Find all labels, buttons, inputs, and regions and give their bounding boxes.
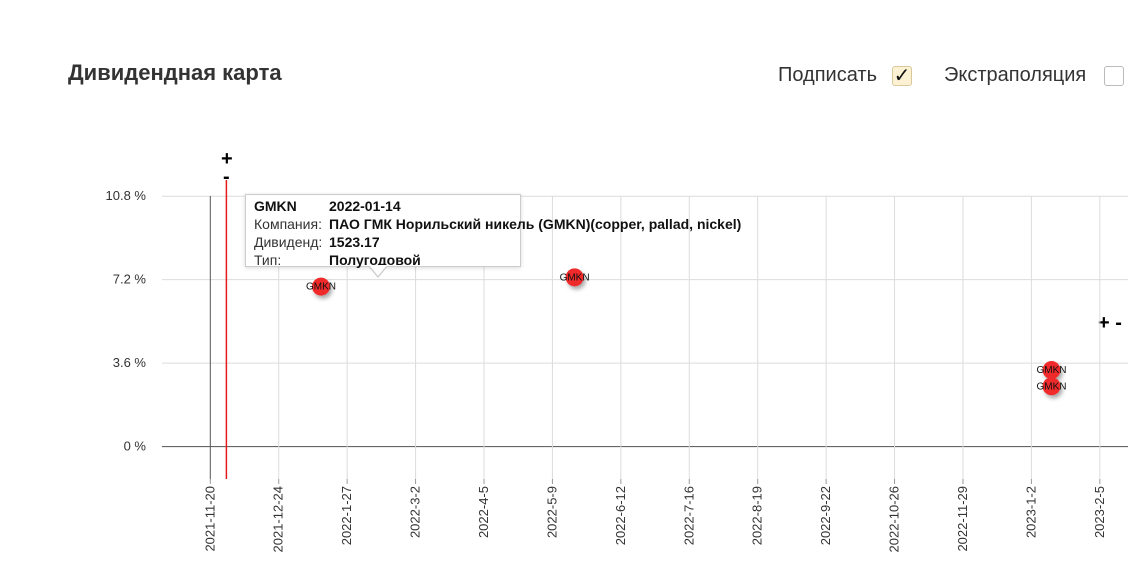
- x-tick-label: 2022-1-27: [339, 486, 354, 545]
- tooltip-ticker: GMKN: [254, 198, 297, 214]
- page-title: Дивидендная карта: [68, 60, 282, 85]
- x-tick-label: 2022-4-5: [476, 486, 491, 538]
- chart-marks: [225, 180, 1061, 479]
- x-tick-label: 2022-7-16: [681, 486, 696, 545]
- x-tick-label: 2022-10-26: [887, 486, 902, 553]
- sign-checkbox[interactable]: ✓: [892, 66, 912, 86]
- dividend-point: [1042, 377, 1061, 396]
- x-tick-label: 2022-3-2: [408, 486, 423, 538]
- checkmark-icon: ✓: [893, 65, 911, 87]
- dividend-point: [565, 268, 584, 287]
- tooltip-dividend-label: Дивиденд:: [254, 234, 323, 250]
- y-tick-label: 3.6 %: [113, 355, 147, 370]
- tooltip-dividend: 1523.17: [329, 234, 380, 250]
- sign-label: Подписать: [778, 64, 877, 86]
- x-tick-label: 2022-11-29: [955, 486, 970, 552]
- tooltip-date: 2022-01-14: [329, 198, 401, 214]
- y-tick-label: 10.8 %: [106, 188, 147, 203]
- dividend-point: [311, 277, 330, 296]
- extrapolation-checkbox[interactable]: [1104, 66, 1124, 86]
- x-tick-label: 2022-5-9: [544, 486, 559, 538]
- x-tick-label: 2022-9-22: [818, 486, 833, 545]
- x-tick-label: 2023-2-5: [1092, 486, 1107, 538]
- tooltip-tail: [368, 265, 388, 278]
- x-tick-label: 2021-11-20: [202, 486, 217, 552]
- tooltip-type-row: Тип: Полугодовой: [254, 251, 512, 269]
- extrapolation-label: Экстраполяция: [944, 64, 1087, 86]
- tooltip-company-label: Компания:: [254, 216, 322, 232]
- tooltip-dividend-row: Дивиденд: 1523.17: [254, 233, 512, 251]
- zoom-out-button[interactable]: -: [223, 166, 230, 188]
- zoom-in-button[interactable]: +: [221, 148, 233, 170]
- dividend-point: [1042, 361, 1061, 380]
- tooltip-company: ПАО ГМК Норильский никель (GMKN)(copper,…: [329, 216, 742, 232]
- tooltip-type-label: Тип:: [254, 252, 282, 268]
- x-tick-label: 2022-8-19: [750, 486, 765, 545]
- tooltip-company-row: Компания: ПАО ГМК Норильский никель (GMKN…: [254, 215, 741, 233]
- x-tick-label: 2023-1-2: [1023, 486, 1038, 538]
- tooltip-type: Полугодовой: [329, 252, 421, 268]
- x-tick-label: 2021-12-24: [271, 486, 286, 553]
- point-label: GMKN: [560, 272, 590, 283]
- point-label: GMKN: [306, 282, 336, 293]
- zoom-right-controls[interactable]: + -: [1098, 312, 1122, 334]
- y-tick-label: 0 %: [124, 439, 147, 454]
- dividend-tooltip: GMKN 2022-01-14 Компания: ПАО ГМК Норильск…: [245, 194, 741, 269]
- y-tick-label: 7.2 %: [113, 272, 147, 287]
- point-label: GMKN: [1037, 365, 1067, 376]
- tooltip-header-row: GMKN 2022-01-14: [254, 197, 512, 215]
- point-label: GMKN: [1037, 381, 1067, 392]
- x-tick-label: 2022-6-12: [613, 486, 628, 545]
- chart-labels: 10.8 % 7.2 % 3.6 % 0 % 2021-11-20 2021-12-24 2…: [106, 188, 1107, 552]
